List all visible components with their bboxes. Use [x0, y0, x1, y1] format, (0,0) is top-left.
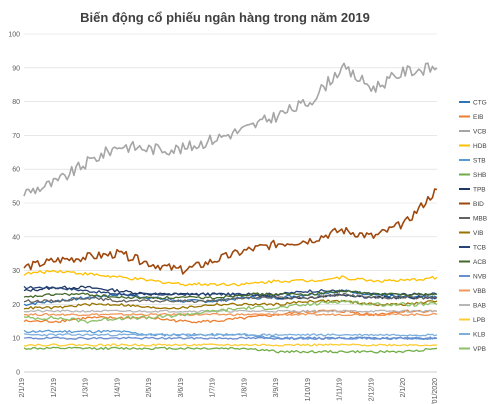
- x-tick-label: 2/12/19: [368, 378, 375, 401]
- legend-label-ctg: CTG: [473, 100, 487, 107]
- x-tick-label: 17/01/2020: [432, 378, 439, 404]
- series-line-shb: [23, 346, 438, 354]
- x-tick-label: 2/1/19: [19, 378, 26, 398]
- x-tick-label: 1/8/19: [241, 378, 248, 398]
- legend-label-hdb: HDB: [473, 143, 487, 150]
- x-axis: 2/1/19 1/2/19 1/3/19 1/4/19 2/5/19 3/6/19 1/7/…: [19, 378, 439, 404]
- legend-label-bab: BAB: [473, 303, 486, 310]
- series-line-lpb: [23, 343, 438, 347]
- legend-label-acb: ACB: [473, 259, 486, 266]
- x-tick-label: 3/6/19: [178, 378, 185, 398]
- series-line-hdb: [23, 269, 438, 287]
- series-line-vpb: [23, 299, 438, 324]
- y-tick-label: 40: [12, 234, 20, 241]
- legend-label-vib: VIB: [473, 230, 483, 237]
- legend-label-eib: EIB: [473, 114, 483, 121]
- y-tick-label: 80: [12, 99, 20, 106]
- series-line-bab: [23, 309, 438, 313]
- x-tick-label: 2/1/20: [400, 378, 407, 398]
- y-tick-label: 10: [12, 336, 20, 343]
- x-tick-label: 1/3/19: [83, 378, 90, 398]
- legend-label-vcb: VCB: [473, 129, 486, 136]
- y-tick-label: 50: [12, 201, 20, 208]
- series-line-bid: [23, 188, 438, 275]
- y-tick-label: 60: [12, 167, 20, 174]
- legend-label-stb: STB: [473, 158, 486, 165]
- x-tick-label: 2/5/19: [146, 378, 153, 398]
- x-tick-label: 1/4/19: [114, 378, 121, 398]
- y-tick-label: 100: [8, 32, 20, 39]
- series-line-vcb: [23, 62, 438, 197]
- legend-label-vpb: VPB: [473, 346, 486, 353]
- series-line-mbb: [23, 292, 437, 303]
- y-axis: 0 10 20 30 40 50 60 70 80 90 100: [8, 32, 20, 377]
- series-line-nvb: [23, 336, 438, 340]
- chart-title: Biến động cổ phiếu ngân hàng trong năm 2…: [80, 10, 370, 25]
- x-tick-label: 1/10/19: [305, 378, 312, 401]
- series-line-vib: [23, 299, 438, 310]
- y-tick-label: 0: [16, 370, 20, 377]
- x-tick-label: 3/9/19: [273, 378, 280, 398]
- legend-label-lpb: LPB: [473, 317, 485, 324]
- series-line-eib: [23, 309, 438, 324]
- legend-label-tcb: TCB: [473, 245, 486, 252]
- series-line-acb: [23, 289, 438, 300]
- series-lines: [23, 62, 438, 354]
- x-tick-label: 1/11/19: [337, 378, 344, 401]
- legend: CTG EIB VCB HDB STB SHB TPB BID MBB VIB TCB ACB NVB V…: [459, 100, 487, 353]
- y-tick-label: 30: [12, 268, 20, 275]
- legend-label-shb: SHB: [473, 172, 486, 179]
- legend-label-klb: KLB: [473, 332, 485, 339]
- legend-label-nvb: NVB: [473, 274, 486, 281]
- series-line-vbb: [23, 312, 438, 317]
- legend-label-tpb: TPB: [473, 187, 486, 194]
- legend-label-vbb: VBB: [473, 288, 486, 295]
- y-tick-label: 70: [12, 133, 20, 140]
- x-tick-label: 1/7/19: [210, 378, 217, 398]
- x-tick-label: 1/2/19: [51, 378, 58, 398]
- y-tick-label: 20: [12, 302, 20, 309]
- legend-label-bid: BID: [473, 201, 484, 208]
- series-line-klb: [23, 333, 438, 337]
- y-tick-label: 90: [12, 65, 20, 72]
- legend-label-mbb: MBB: [473, 216, 487, 223]
